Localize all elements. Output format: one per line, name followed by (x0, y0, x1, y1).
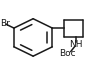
Text: Boc: Boc (59, 49, 75, 58)
Text: Br: Br (1, 20, 10, 28)
Text: NH: NH (70, 40, 83, 49)
